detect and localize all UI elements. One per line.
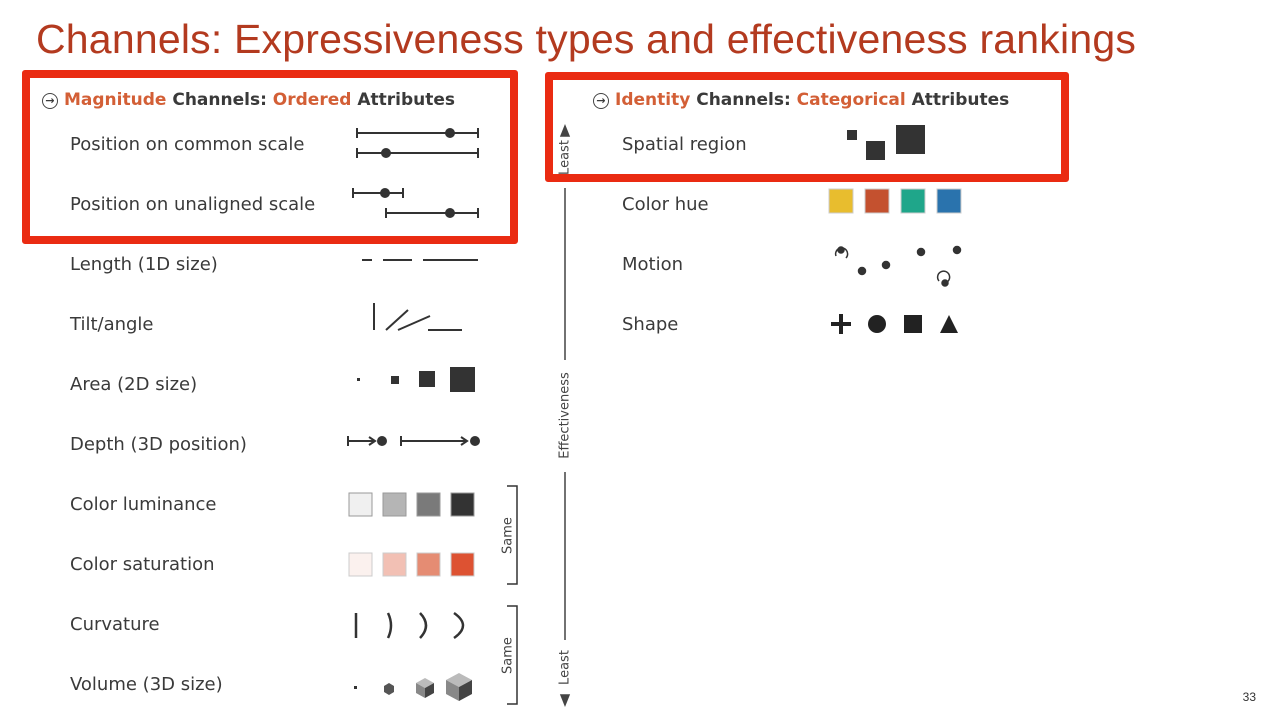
channel-label-motion: Motion [622, 254, 684, 275]
saturation-glyph [348, 552, 475, 577]
same-brackets [507, 485, 518, 705]
same-label: Same [500, 517, 516, 554]
channel-label-shape: Shape [622, 314, 679, 335]
channel-label-position-common: Position on common scale [70, 134, 305, 155]
luminance-glyph [348, 492, 475, 517]
magnitude-highlight-box [22, 70, 518, 244]
channel-label-color-hue: Color hue [622, 194, 709, 215]
curvature-glyph [354, 611, 465, 640]
identity-highlight-box [545, 72, 1069, 182]
channel-label-saturation: Color saturation [70, 554, 215, 575]
axis-label-bottom: Least [557, 650, 573, 685]
arrow-right-icon: → [593, 93, 609, 109]
area-glyph [357, 367, 475, 392]
motion-glyph [834, 245, 962, 287]
magnitude-word: Magnitude [64, 90, 167, 110]
channel-label-spatial-region: Spatial region [622, 134, 747, 155]
identity-header: → Identity Channels: Categorical Attribut… [593, 90, 1009, 110]
channel-label-area: Area (2D size) [70, 374, 198, 395]
channel-label-tilt: Tilt/angle [70, 314, 154, 335]
arrow-right-icon: → [42, 93, 58, 109]
axis-label-effectiveness: Effectiveness [557, 372, 573, 459]
effectiveness-axis [559, 123, 571, 708]
tilt-glyph [373, 303, 462, 331]
spatial-region-glyph [847, 125, 925, 160]
categorical-word: Categorical [796, 90, 906, 110]
same-label: Same [500, 637, 516, 674]
attributes-word: Attributes [351, 90, 456, 110]
depth-glyph [347, 436, 480, 446]
attributes-word: Attributes [905, 90, 1010, 110]
page-number: 33 [1242, 690, 1256, 704]
channel-label-depth: Depth (3D position) [70, 434, 247, 455]
color-hue-glyph [828, 188, 962, 214]
channel-label-luminance: Color luminance [70, 494, 217, 515]
channel-label-volume: Volume (3D size) [70, 674, 223, 695]
channel-label-position-unaligned: Position on unaligned scale [70, 194, 316, 215]
magnitude-header: → Magnitude Channels: Ordered Attributes [42, 90, 455, 110]
channel-label-curvature: Curvature [70, 614, 160, 635]
channel-label-length: Length (1D size) [70, 254, 218, 275]
slide-title: Channels: Expressiveness types and effec… [36, 16, 1137, 62]
channels-word: Channels: [166, 90, 273, 110]
volume-glyph [354, 673, 472, 701]
position-common-glyph [356, 128, 479, 158]
shape-glyph [831, 314, 958, 334]
identity-word: Identity [615, 90, 691, 110]
position-unaligned-glyph [352, 188, 479, 218]
channels-word: Channels: [690, 90, 797, 110]
ordered-word: Ordered [272, 90, 352, 110]
